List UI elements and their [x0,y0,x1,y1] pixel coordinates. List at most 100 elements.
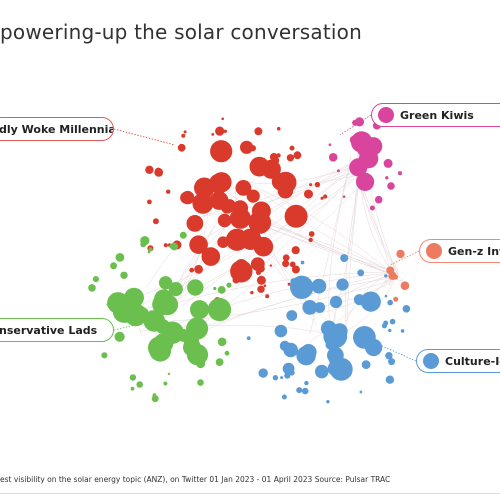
network-node [232,200,249,217]
network-node [248,211,272,234]
network-node [209,191,229,210]
cluster-label-genz: Gen-z Inv [419,239,500,263]
network-node [308,231,315,237]
cluster-dot-icon [378,107,394,123]
network-node [272,375,279,381]
network-edge [304,274,396,347]
network-node [186,215,204,232]
network-node [181,133,186,138]
network-node [183,130,187,134]
network-node [354,117,365,127]
network-node [296,346,316,366]
network-node [154,167,162,175]
network-node [107,292,129,314]
network-node [328,153,338,162]
cluster-nodes [386,249,410,302]
network-node [400,329,405,333]
network-node [384,274,388,278]
network-edge [248,181,395,274]
network-node [384,294,388,298]
network-node [388,328,392,333]
network-node [309,183,313,187]
network-node [304,380,309,386]
network-node [388,358,396,366]
network-node [163,243,168,248]
network-node [253,236,274,257]
cluster-label-millennials: dly Woke Millennials [0,117,114,141]
network-node [274,324,288,338]
network-node [336,169,340,173]
callout-leader-line [379,344,417,362]
network-node [301,387,309,395]
network-node [196,358,206,369]
network-node [349,158,368,177]
cluster-nodes [246,254,411,404]
network-node [263,284,267,288]
network-node [143,310,165,332]
cluster-label-culture: Culture-Ic [416,349,500,373]
network-node [190,300,209,320]
network-node [215,358,224,366]
network-node [201,247,221,266]
network-node [166,189,171,194]
network-node [180,191,193,204]
network-node [129,305,143,319]
network-node [168,282,183,297]
cluster-label-culture-text: Culture-Ic [445,354,500,368]
network-node [177,143,186,152]
network-node [246,336,251,341]
network-node [148,336,171,359]
network-node [315,364,329,379]
network-node [186,317,209,340]
network-node [280,376,284,380]
network-node [357,269,365,277]
network-node [396,249,405,259]
network-node [336,278,349,291]
network-node [356,172,375,191]
network-node [225,228,249,251]
network-edge [346,165,362,340]
network-node [257,285,265,293]
network-node [167,372,171,376]
network-node [224,350,230,356]
network-node [257,265,265,273]
network-node [101,352,108,359]
network-node [213,286,217,291]
network-node [291,265,300,274]
network-node [226,282,232,288]
network-node [258,368,268,378]
page-title: powering-up the solar conversation [0,20,362,44]
network-node [215,126,225,136]
network-node [287,282,291,286]
network-node [240,140,254,154]
network-node [323,194,328,199]
network-node [249,156,270,177]
network-edge [150,278,399,323]
network-node [381,323,387,329]
network-node [120,271,128,279]
network-node [118,257,122,262]
network-node [400,281,410,291]
network-node [271,173,290,191]
network-node [207,297,232,322]
network-edge [190,276,396,337]
cluster-label-green-kiwis-text: Green Kiwis [400,108,474,122]
network-node [106,302,111,307]
network-node [289,145,295,151]
network-node [302,300,318,315]
network-node [176,328,190,342]
network-node [320,196,324,200]
network-node [169,243,176,250]
network-node [148,247,153,252]
cluster-nodes [328,117,403,211]
network-node [114,331,125,342]
network-node [385,176,389,180]
network-node [271,156,280,165]
network-node [151,395,159,403]
cluster-dot-icon [423,353,439,369]
network-node [194,264,204,274]
network-node [290,278,298,285]
network-node [320,320,337,337]
network-edge [346,271,395,322]
